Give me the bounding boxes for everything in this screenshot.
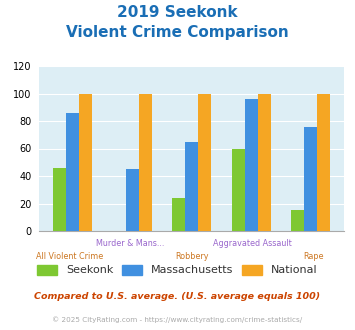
- Legend: Seekonk, Massachusetts, National: Seekonk, Massachusetts, National: [34, 261, 321, 279]
- Bar: [258, 93, 271, 231]
- Text: Violent Crime Comparison: Violent Crime Comparison: [66, 25, 289, 40]
- Bar: [291, 211, 304, 231]
- Bar: [172, 198, 185, 231]
- Bar: [317, 93, 331, 231]
- Bar: [231, 148, 245, 231]
- Bar: [53, 168, 66, 231]
- Bar: [245, 99, 258, 231]
- Text: All Violent Crime: All Violent Crime: [36, 252, 103, 261]
- Text: Compared to U.S. average. (U.S. average equals 100): Compared to U.S. average. (U.S. average …: [34, 292, 321, 301]
- Bar: [185, 142, 198, 231]
- Text: Rape: Rape: [304, 252, 324, 261]
- Text: Murder & Mans...: Murder & Mans...: [97, 239, 165, 248]
- Bar: [304, 126, 317, 231]
- Bar: [66, 113, 79, 231]
- Bar: [126, 169, 139, 231]
- Bar: [79, 93, 92, 231]
- Text: © 2025 CityRating.com - https://www.cityrating.com/crime-statistics/: © 2025 CityRating.com - https://www.city…: [53, 317, 302, 323]
- Bar: [198, 93, 211, 231]
- Text: Aggravated Assault: Aggravated Assault: [213, 239, 292, 248]
- Bar: [139, 93, 152, 231]
- Text: Robbery: Robbery: [175, 252, 208, 261]
- Text: 2019 Seekonk: 2019 Seekonk: [117, 5, 238, 20]
